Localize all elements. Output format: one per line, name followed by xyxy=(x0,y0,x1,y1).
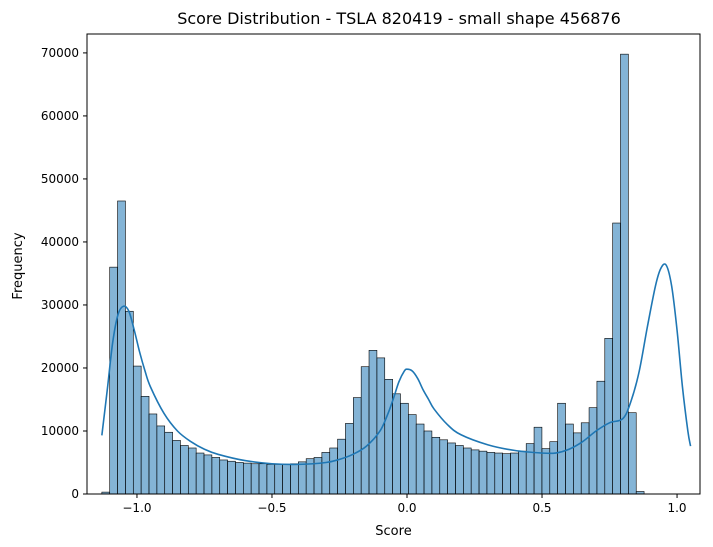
histogram-bar xyxy=(227,460,236,495)
histogram-bar xyxy=(360,366,370,495)
histogram-bar xyxy=(565,423,574,495)
histogram-bar xyxy=(368,350,378,495)
y-tick-label: 0 xyxy=(71,487,79,501)
y-tick-label: 40000 xyxy=(41,235,79,249)
histogram-bar xyxy=(628,412,637,495)
histogram-bar xyxy=(321,452,331,495)
histogram-bar xyxy=(455,445,464,495)
histogram-bar xyxy=(290,463,299,495)
histogram-bar xyxy=(423,430,433,495)
histogram-bar xyxy=(612,222,621,495)
y-tick-label: 70000 xyxy=(41,46,79,60)
histogram-bar xyxy=(353,397,362,495)
y-tick-label: 10000 xyxy=(41,424,79,438)
histogram-bar xyxy=(518,450,527,495)
histogram-bar xyxy=(109,266,118,495)
histogram-bar xyxy=(235,462,244,495)
histogram-bar xyxy=(478,450,488,495)
histogram-bar xyxy=(250,463,260,495)
y-tick-label: 50000 xyxy=(41,172,79,186)
histogram-bar xyxy=(258,463,268,495)
y-tick-label: 60000 xyxy=(41,109,79,123)
x-tick-label: −1.0 xyxy=(122,501,151,515)
histogram-bar xyxy=(266,464,276,495)
axes-group: −1.0 −0.5 0.0 0.5 1.0 0 10000 20000 30000 40000 50… xyxy=(41,33,701,515)
histogram-bar xyxy=(439,439,448,495)
histogram-bar xyxy=(219,459,228,495)
histogram-bar xyxy=(557,402,566,495)
histogram-bar xyxy=(298,461,307,495)
histogram-bar xyxy=(384,379,393,495)
histogram-bar xyxy=(533,426,543,495)
histogram-bar xyxy=(392,393,401,495)
histogram-bar xyxy=(274,464,283,495)
histogram-bar xyxy=(596,380,606,495)
histogram-bar xyxy=(203,454,213,495)
histogram-bar xyxy=(604,338,613,495)
histogram-bar xyxy=(400,402,409,495)
histogram-bar xyxy=(243,462,252,495)
x-tick-label: 0.5 xyxy=(532,501,551,515)
y-tick-label: 20000 xyxy=(41,361,79,375)
histogram-bar xyxy=(329,447,338,495)
histogram-bar xyxy=(470,449,480,495)
histogram-bar xyxy=(549,441,558,495)
histogram-bar xyxy=(573,432,582,495)
histogram-bar xyxy=(486,452,496,495)
x-tick-label: −0.5 xyxy=(257,501,286,515)
chart-title: Score Distribution - TSLA 820419 - small… xyxy=(177,9,621,28)
histogram-bar xyxy=(172,440,181,495)
x-tick-label: 0.0 xyxy=(397,501,416,515)
histogram-bar xyxy=(620,53,629,495)
histogram-bar xyxy=(156,425,166,495)
histogram-bar xyxy=(494,452,503,495)
bars-group xyxy=(101,53,645,495)
x-axis-label: Score xyxy=(375,524,411,539)
histogram-bar xyxy=(132,365,142,495)
histogram-bar xyxy=(140,396,150,495)
histogram-bar xyxy=(345,423,354,495)
histogram-bar xyxy=(502,453,511,495)
y-axis-label: Frequency xyxy=(11,232,26,299)
histogram-bar xyxy=(195,452,205,495)
histogram-bar xyxy=(408,414,417,495)
histogram-bar xyxy=(588,407,598,495)
histogram-bar xyxy=(282,464,291,495)
histogram-bar xyxy=(164,431,173,495)
y-tick-label: 30000 xyxy=(41,298,79,312)
histogram-bar xyxy=(431,436,441,495)
histogram-bar xyxy=(180,445,189,495)
histogram-bar xyxy=(211,457,221,495)
histogram-bar xyxy=(337,438,346,495)
histogram-bar xyxy=(447,442,456,495)
histogram-bar xyxy=(117,200,126,495)
x-tick-label: 1.0 xyxy=(667,501,686,515)
plot-frame xyxy=(86,33,701,495)
histogram-bar xyxy=(415,423,425,495)
histogram-bar xyxy=(187,447,197,495)
histogram-bar xyxy=(148,413,158,495)
kde-line xyxy=(101,263,692,466)
histogram-bar xyxy=(125,310,134,495)
histogram-bar xyxy=(580,422,590,495)
histogram-bar xyxy=(463,447,472,495)
histogram-bar xyxy=(541,448,551,495)
histogram-bar xyxy=(510,452,519,495)
